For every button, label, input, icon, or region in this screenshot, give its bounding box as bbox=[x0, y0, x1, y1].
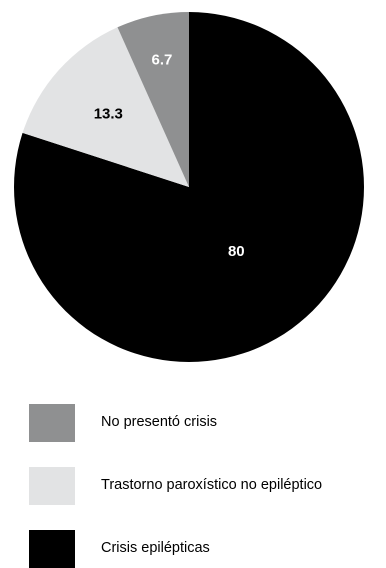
pie-slice-trastorno-paroxistico bbox=[22, 27, 189, 187]
legend-swatch-no-presento-crisis bbox=[29, 404, 75, 442]
pie-slice-crisis-epilepticas bbox=[13, 12, 365, 363]
legend-item-trastorno-paroxistico: Trastorno paroxístico no epiléptico bbox=[29, 467, 386, 505]
data-label-crisis-epilepticas: 80 bbox=[228, 243, 245, 260]
chart-legend: No presentó crisis Trastorno paroxístico… bbox=[29, 404, 386, 568]
legend-label-crisis-epilepticas: Crisis epilépticas bbox=[101, 540, 210, 556]
pie-chart: 80 13.3 6.7 bbox=[13, 12, 365, 363]
legend-label-trastorno-paroxistico: Trastorno paroxístico no epiléptico bbox=[101, 477, 323, 493]
legend-swatch-trastorno-paroxistico bbox=[29, 467, 75, 505]
legend-swatch-crisis-epilepticas bbox=[29, 530, 75, 568]
legend-label-no-presento-crisis: No presentó crisis bbox=[101, 414, 218, 430]
legend-item-no-presento-crisis: No presentó crisis bbox=[29, 404, 386, 442]
legend-item-crisis-epilepticas: Crisis epilépticas bbox=[29, 530, 386, 568]
pie-slice-no-presento-crisis bbox=[117, 12, 189, 187]
data-label-trastorno-paroxistico: 13.3 bbox=[94, 105, 123, 122]
pie-chart-svg: 80 13.3 6.7 bbox=[13, 12, 365, 363]
data-label-no-presento-crisis: 6.7 bbox=[152, 51, 173, 68]
